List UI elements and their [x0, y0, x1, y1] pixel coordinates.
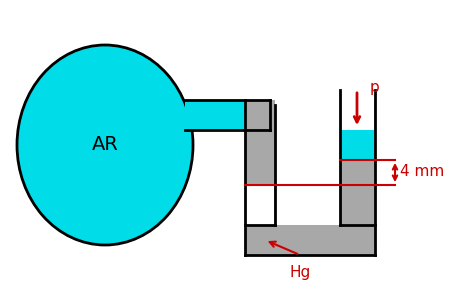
Ellipse shape [17, 45, 193, 245]
Bar [341, 90, 374, 160]
Text: p: p [370, 80, 380, 95]
Bar [246, 185, 274, 225]
Text: Hg: Hg [289, 265, 310, 280]
Bar [245, 100, 275, 255]
Bar [340, 100, 375, 255]
Bar [245, 225, 375, 255]
Bar [245, 130, 275, 185]
Bar [185, 100, 270, 130]
Bar [275, 100, 340, 225]
Text: AR: AR [91, 136, 118, 155]
Bar [341, 130, 374, 160]
Text: 4 mm: 4 mm [400, 164, 444, 179]
